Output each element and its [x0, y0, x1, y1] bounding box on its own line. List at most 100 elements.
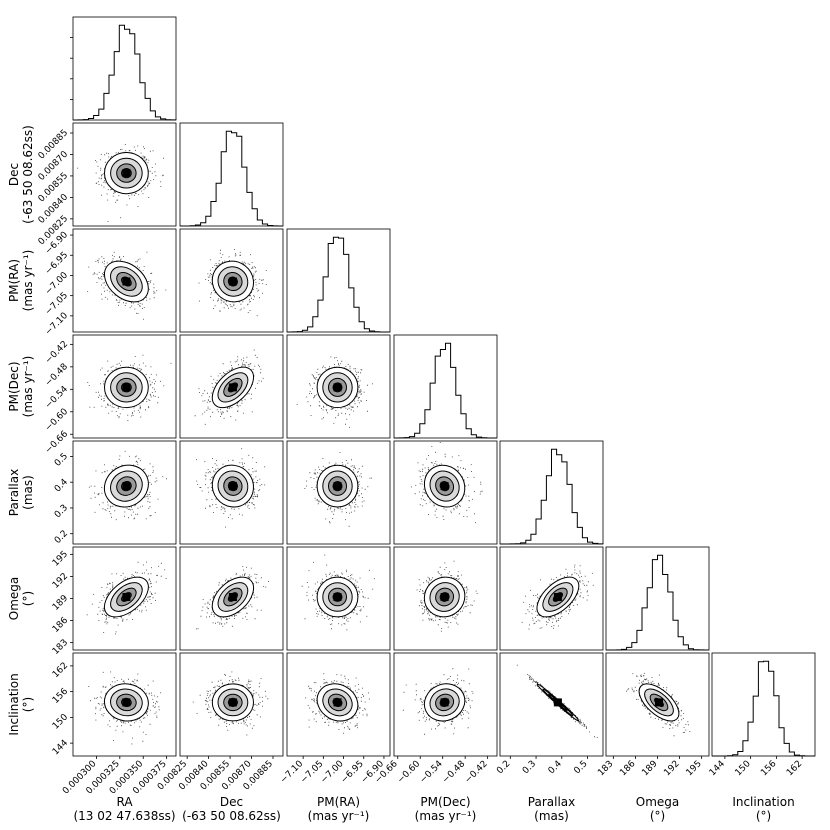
y-axis-label: (-63 50 08.62ss) — [21, 125, 35, 224]
hist-panel-ra — [70, 16, 177, 121]
y-axis-inclination: 144 150 156 162 Inclination (°) — [7, 661, 73, 757]
panel-frame — [393, 334, 498, 439]
x-tick-label: 192 — [662, 759, 681, 778]
y-axis-label: Dec — [7, 163, 21, 186]
hist-panel-pm-ra — [286, 228, 391, 333]
scatter-points — [196, 566, 269, 630]
y-tick-label: 183 — [51, 638, 70, 657]
x-tick-label: −0.48 — [441, 759, 468, 786]
x-axis-inclination: 144 150 156 162 Inclination(°) — [708, 756, 804, 823]
panel-frame — [711, 652, 816, 757]
y-axis-label: (°) — [21, 697, 35, 712]
scatter-panel-inclination-vs-ra — [72, 652, 177, 757]
x-tick-label: 183 — [596, 759, 615, 778]
x-tick-label: 0.4 — [547, 759, 564, 776]
density-peak — [228, 277, 237, 286]
histogram-pm-dec — [394, 342, 497, 439]
x-axis-label: (°) — [756, 809, 771, 823]
scatter-panel-pm-ra-vs-ra — [72, 228, 177, 333]
scatter-panel-parallax-vs-ra — [72, 440, 177, 545]
scatter-panel-inclination-vs-pm-ra — [286, 652, 391, 757]
x-axis-label: (mas yr⁻¹) — [308, 809, 370, 823]
x-axis-label: (13 02 47.638ss) — [73, 809, 175, 823]
density-peak — [122, 383, 131, 392]
panel-frame — [72, 16, 177, 121]
x-tick-label: 195 — [685, 759, 704, 778]
x-axis-label: RA — [116, 795, 133, 809]
x-tick-label: −0.42 — [463, 759, 490, 786]
density-peak — [553, 698, 562, 707]
y-tick-label: 0.4 — [53, 477, 70, 494]
density-peak — [122, 277, 131, 286]
density-peak — [122, 593, 131, 601]
y-axis-label: (°) — [21, 591, 35, 606]
y-tick-label: 189 — [51, 593, 70, 612]
histogram-pm-ra — [287, 236, 390, 333]
density-peak — [440, 482, 449, 491]
density-peak — [228, 698, 237, 707]
scatter-panel-pm-dec-vs-ra — [72, 334, 177, 439]
y-tick-label: 0.3 — [53, 503, 70, 520]
panel-frame — [179, 440, 284, 545]
y-tick-label: 156 — [51, 686, 70, 705]
x-tick-label: −0.60 — [396, 759, 423, 786]
x-axis-label: Omega — [636, 795, 680, 809]
scatter-panel-dec-vs-ra — [72, 122, 177, 227]
x-tick-label: −0.54 — [418, 759, 445, 786]
density-peak — [333, 698, 342, 707]
scatter-panel-parallax-vs-pm-dec — [393, 440, 498, 545]
y-axis-label: Omega — [7, 577, 21, 621]
y-tick-label: −0.54 — [44, 384, 71, 411]
scatter-panel-omega-vs-pm-ra — [286, 546, 391, 651]
x-axis-label: (-63 50 08.62ss) — [182, 809, 281, 823]
scatter-panel-inclination-vs-pm-dec — [393, 652, 498, 757]
panel-frame — [499, 652, 604, 757]
scatter-points — [301, 554, 375, 631]
y-tick-label: 195 — [51, 549, 70, 568]
x-axis-label: (mas yr⁻¹) — [415, 809, 477, 823]
x-axis-label: PM(Dec) — [420, 795, 470, 809]
scatter-points — [198, 249, 267, 317]
y-axis-parallax: 0.2 0.3 0.4 0.5 Parallax (mas) — [7, 452, 73, 546]
x-tick-label: 162 — [785, 759, 804, 778]
scatter-panel-inclination-vs-dec — [179, 652, 284, 757]
y-axis-omega: 183 186 189 192 195 Omega (°) — [7, 549, 73, 657]
y-tick-label: −0.48 — [44, 362, 71, 389]
density-peak — [440, 698, 449, 707]
scatter-points — [192, 671, 269, 736]
panel-frame — [605, 546, 710, 651]
x-tick-label: 0.3 — [521, 759, 538, 776]
x-tick-label: 186 — [618, 759, 637, 778]
density-peak — [122, 482, 131, 491]
y-tick-label: 186 — [51, 615, 70, 634]
density-peak — [333, 593, 342, 601]
x-axis-label: Inclination — [732, 795, 794, 809]
hist-panel-parallax — [499, 440, 604, 545]
density-peak — [228, 482, 237, 491]
panel-frame — [286, 228, 391, 333]
y-axis-label: (mas yr⁻¹) — [21, 250, 35, 312]
x-tick-label: 150 — [734, 759, 753, 778]
y-tick-label: 0.5 — [53, 452, 70, 469]
x-tick-label: 0.2 — [495, 759, 512, 776]
density-peak — [655, 698, 663, 707]
scatter-panel-inclination-vs-omega — [605, 652, 710, 757]
scatter-panel-pm-dec-vs-dec — [179, 334, 284, 439]
density-peak — [440, 593, 449, 601]
y-tick-label: 0.2 — [53, 529, 70, 546]
x-axis-label: (mas) — [534, 809, 569, 823]
y-tick-label: −0.60 — [44, 407, 71, 434]
y-axis-label: (mas) — [21, 475, 35, 510]
hist-panel-omega — [605, 546, 710, 651]
x-axis-omega: 183 186 189 192 195 Omega(°) — [596, 756, 704, 823]
panel-frame — [179, 122, 284, 227]
y-tick-label: 144 — [51, 738, 70, 757]
x-axis-label: (°) — [650, 809, 665, 823]
density-peak — [122, 169, 131, 178]
y-axis-label: Parallax — [7, 469, 21, 516]
